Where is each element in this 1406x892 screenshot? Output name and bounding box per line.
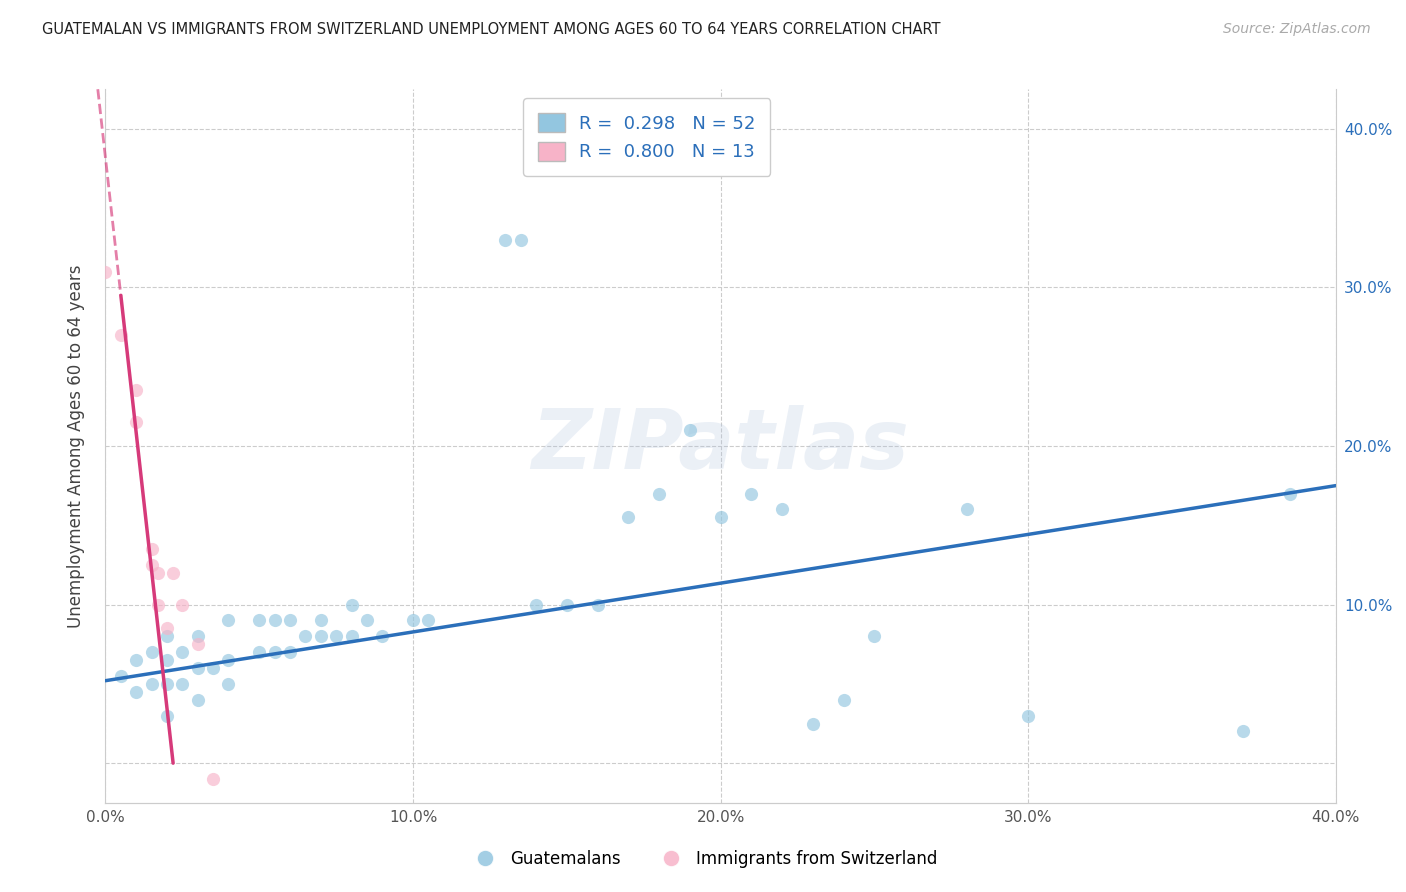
Point xyxy=(340,598,363,612)
Point xyxy=(141,558,163,572)
Point xyxy=(956,502,979,516)
Point xyxy=(263,614,285,628)
Point xyxy=(278,645,301,659)
Point xyxy=(294,629,316,643)
Point xyxy=(146,566,169,580)
Point xyxy=(218,614,240,628)
Point xyxy=(156,621,179,635)
Point xyxy=(418,614,440,628)
Text: GUATEMALAN VS IMMIGRANTS FROM SWITZERLAND UNEMPLOYMENT AMONG AGES 60 TO 64 YEARS: GUATEMALAN VS IMMIGRANTS FROM SWITZERLAN… xyxy=(42,22,941,37)
Point xyxy=(1017,708,1039,723)
Point xyxy=(202,661,225,675)
Point xyxy=(125,685,148,699)
Point xyxy=(162,566,184,580)
Point xyxy=(141,542,163,557)
Point xyxy=(156,677,179,691)
Point xyxy=(110,328,132,343)
Point xyxy=(172,645,194,659)
Point xyxy=(94,264,117,278)
Point xyxy=(202,772,225,786)
Point xyxy=(740,486,762,500)
Text: Source: ZipAtlas.com: Source: ZipAtlas.com xyxy=(1223,22,1371,37)
Point xyxy=(770,502,793,516)
Point xyxy=(509,233,531,247)
Point xyxy=(832,692,855,706)
Point xyxy=(110,669,132,683)
Point xyxy=(247,645,270,659)
Point xyxy=(555,598,578,612)
Point xyxy=(263,645,285,659)
Legend: R =  0.298   N = 52, R =  0.800   N = 13: R = 0.298 N = 52, R = 0.800 N = 13 xyxy=(523,98,770,176)
Point xyxy=(1232,724,1254,739)
Point xyxy=(801,716,824,731)
Point xyxy=(340,629,363,643)
Point xyxy=(125,384,148,398)
Point xyxy=(172,677,194,691)
Point xyxy=(679,423,702,437)
Point xyxy=(156,629,179,643)
Point xyxy=(187,637,209,651)
Legend: Guatemalans, Immigrants from Switzerland: Guatemalans, Immigrants from Switzerland xyxy=(463,844,943,875)
Point xyxy=(187,661,209,675)
Text: ZIPatlas: ZIPatlas xyxy=(531,406,910,486)
Point xyxy=(494,233,516,247)
Point xyxy=(278,614,301,628)
Point xyxy=(524,598,547,612)
Point xyxy=(247,614,270,628)
Point xyxy=(617,510,640,524)
Point xyxy=(309,629,332,643)
Point xyxy=(586,598,609,612)
Point xyxy=(402,614,425,628)
Point xyxy=(156,653,179,667)
Point xyxy=(371,629,394,643)
Point xyxy=(125,653,148,667)
Point xyxy=(187,629,209,643)
Point xyxy=(325,629,347,643)
Point xyxy=(141,645,163,659)
Point xyxy=(710,510,733,524)
Point xyxy=(156,708,179,723)
Point xyxy=(863,629,886,643)
Point xyxy=(218,677,240,691)
Point xyxy=(141,677,163,691)
Point xyxy=(356,614,378,628)
Y-axis label: Unemployment Among Ages 60 to 64 years: Unemployment Among Ages 60 to 64 years xyxy=(66,264,84,628)
Point xyxy=(146,598,169,612)
Point xyxy=(648,486,671,500)
Point xyxy=(309,614,332,628)
Point xyxy=(125,415,148,429)
Point xyxy=(218,653,240,667)
Point xyxy=(172,598,194,612)
Point xyxy=(187,692,209,706)
Point xyxy=(1278,486,1301,500)
